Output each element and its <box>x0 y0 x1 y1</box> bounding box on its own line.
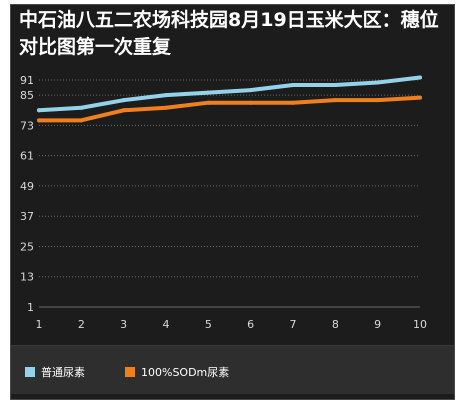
data-point-series-1 <box>37 108 41 113</box>
data-point-series-1 <box>248 88 253 93</box>
x-tick-label: 5 <box>205 318 212 331</box>
data-point-series-1 <box>333 83 338 88</box>
line-chart: 1 13 25 37 49 61 73 85 91 1 2 3 4 5 6 7 8 9 10 <box>20 74 427 331</box>
y-tick-label: 85 <box>20 89 34 102</box>
data-point-series-1 <box>375 80 380 85</box>
x-tick-label: 10 <box>413 318 427 331</box>
data-point-series-2 <box>291 100 295 105</box>
y-tick-label: 73 <box>20 119 34 132</box>
x-tick-label: 9 <box>374 318 381 331</box>
data-point-series-2 <box>164 105 168 110</box>
x-tick-label: 4 <box>163 318 170 331</box>
series-line-1 <box>37 75 422 113</box>
data-point-series-2 <box>206 100 211 105</box>
legend-item-series-2: 100%SODm尿素 <box>125 364 229 380</box>
data-point-series-2 <box>248 100 253 105</box>
data-point-series-2 <box>79 118 84 123</box>
data-point-series-2 <box>37 118 41 123</box>
y-tick-label: 25 <box>20 240 34 253</box>
x-tick-label: 7 <box>290 318 297 331</box>
data-point-series-2 <box>418 95 422 100</box>
legend-item-series-1: 普通尿素 <box>25 364 85 380</box>
legend-swatch-series-2 <box>125 367 135 377</box>
chart-container: 中石油八五二农场科技园8月19日玉米大区：穗位对比图第一次重复 1 13 25 37 4… <box>10 4 455 400</box>
x-tick-label: 6 <box>247 318 254 331</box>
x-tick-label: 8 <box>332 318 339 331</box>
y-tick-label: 37 <box>20 210 34 223</box>
data-point-series-1 <box>121 98 126 103</box>
chart-legend: 普通尿素 100%SODm尿素 <box>11 345 454 394</box>
y-tick-label: 49 <box>20 180 34 193</box>
data-point-series-1 <box>206 90 211 95</box>
data-point-series-2 <box>333 98 338 103</box>
data-point-series-1 <box>291 83 295 88</box>
chart-title: 中石油八五二农场科技园8月19日玉米大区：穗位对比图第一次重复 <box>19 9 439 58</box>
y-tick-label: 1 <box>27 301 34 314</box>
legend-label-series-2: 100%SODm尿素 <box>141 366 230 379</box>
x-tick-label: 3 <box>120 318 127 331</box>
data-point-series-2 <box>375 98 380 103</box>
legend-swatch-series-1 <box>25 367 35 377</box>
y-tick-label: 91 <box>20 74 34 87</box>
data-point-series-1 <box>418 75 422 80</box>
legend-label-series-1: 普通尿素 <box>41 366 85 379</box>
x-tick-label: 1 <box>36 318 43 331</box>
x-tick-label: 2 <box>78 318 85 331</box>
data-point-series-1 <box>164 93 168 98</box>
series-line-2 <box>37 95 422 123</box>
data-point-series-1 <box>79 105 84 110</box>
y-tick-label: 13 <box>20 271 34 284</box>
y-tick-label: 61 <box>20 150 34 163</box>
data-point-series-2 <box>121 108 126 113</box>
